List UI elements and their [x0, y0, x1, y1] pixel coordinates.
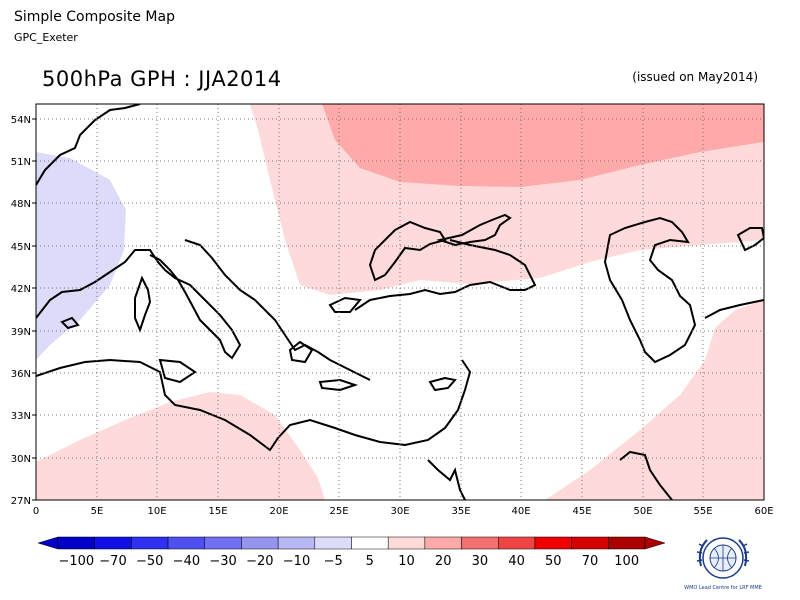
lon-label: 35E [451, 506, 470, 517]
lon-label: 5E [91, 506, 104, 517]
colorbar-label: −50 [136, 554, 163, 569]
colorbar-swatch [608, 536, 646, 550]
colorbar-swatch [424, 536, 462, 550]
lat-label: 51N [11, 157, 31, 168]
colorbar-label: 100 [614, 554, 639, 569]
app-title: Simple Composite Map [14, 9, 175, 25]
colorbar-label: 20 [435, 554, 452, 569]
colorbar-label: −20 [246, 554, 273, 569]
colorbar-label: 70 [582, 554, 599, 569]
wmo-emblem-icon [696, 537, 750, 579]
colorbar-swatch [94, 536, 132, 550]
anomaly-area-iberia [36, 152, 126, 360]
ticks [32, 118, 36, 501]
colorbar-arrow-right [644, 536, 666, 550]
lon-label: 30E [390, 506, 409, 517]
colorbar-label: −70 [99, 554, 126, 569]
anomaly-area-north-africa [36, 392, 325, 500]
lon-label: 0 [33, 506, 39, 517]
map-frame [35, 103, 765, 501]
anomaly-area-arabia [545, 300, 764, 500]
colorbar-label: 40 [508, 554, 525, 569]
lon-label: 40E [511, 506, 530, 517]
graticule [36, 104, 764, 500]
lat-label: 33N [11, 411, 31, 422]
colorbar-swatch [498, 536, 536, 550]
colorbar-swatch [351, 536, 389, 550]
lon-label: 15E [208, 506, 227, 517]
colorbar-label: −100 [58, 554, 94, 569]
colorbar-swatch [204, 536, 242, 550]
lon-label: 60E [754, 506, 773, 517]
lat-label: 39N [11, 327, 31, 338]
colorbar-swatch [387, 536, 426, 550]
lon-label: 50E [633, 506, 652, 517]
colorbar-label: −40 [173, 554, 200, 569]
colorbar-swatch [57, 536, 95, 550]
lon-label: 55E [693, 506, 712, 517]
colorbar-swatch [461, 536, 499, 550]
colorbar-swatch [277, 536, 316, 550]
lon-label: 20E [269, 506, 288, 517]
lat-labels: 54N 51N 48N 45N 42N 39N 36N 33N 30N 27N [11, 115, 31, 507]
colorbar-labels: −100 −70 −50 −40 −30 −20 −10 −5 5 10 20 30 40 50 70 100 [58, 554, 639, 569]
lon-label: 10E [147, 506, 166, 517]
source-label: GPC_Exeter [14, 31, 78, 44]
colorbar [37, 536, 666, 550]
colorbar-arrow-left [37, 536, 59, 550]
colorbar-label: 30 [472, 554, 489, 569]
lon-label: 45E [572, 506, 591, 517]
colorbar-label: −5 [324, 554, 343, 569]
colorbar-label: −30 [209, 554, 236, 569]
colorbar-swatch [534, 536, 572, 550]
lon-label: 25E [329, 506, 348, 517]
map-title: 500hPa GPH : JJA2014 [42, 67, 282, 91]
lat-label: 45N [11, 242, 31, 253]
lat-label: 42N [11, 284, 31, 295]
colorbar-swatch [241, 536, 279, 550]
lat-label: 27N [11, 496, 31, 507]
colorbar-swatch [167, 536, 205, 550]
colorbar-label: 10 [398, 554, 415, 569]
colorbar-swatch [571, 536, 609, 550]
colorbar-label: −10 [283, 554, 310, 569]
lat-label: 54N [11, 115, 31, 126]
lat-label: 48N [11, 199, 31, 210]
colorbar-swatch [314, 536, 352, 550]
colorbar-label: 5 [366, 554, 374, 569]
anomaly-field [36, 104, 764, 500]
logo-text: WMO Lead Centre for LRF MME [684, 585, 762, 591]
lon-labels: 0 5E 10E 15E 20E 25E 30E 35E 40E 45E 50E… [33, 506, 774, 517]
lat-label: 36N [11, 369, 31, 380]
colorbar-swatch [131, 536, 169, 550]
coastlines [36, 104, 764, 500]
issued-label: (issued on May2014) [632, 70, 758, 84]
colorbar-label: 50 [545, 554, 562, 569]
lat-label: 30N [11, 454, 31, 465]
anomaly-area-west-europe [322, 104, 764, 187]
